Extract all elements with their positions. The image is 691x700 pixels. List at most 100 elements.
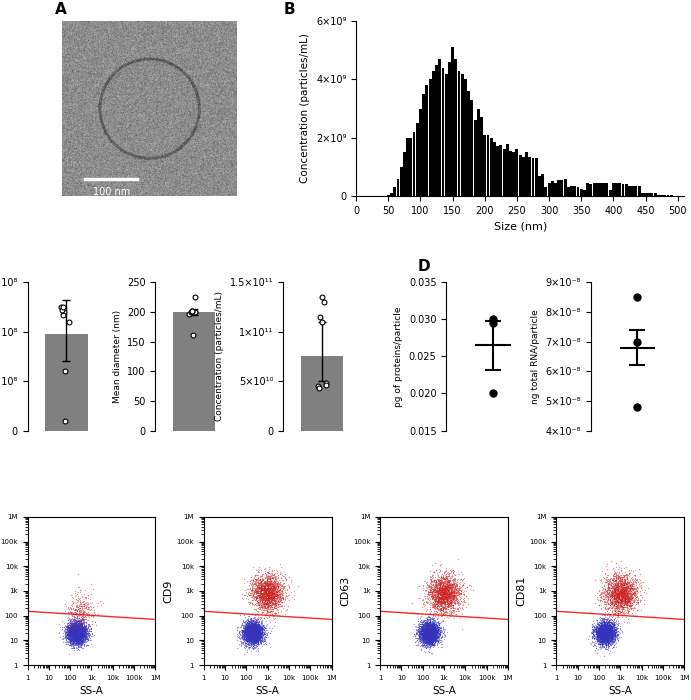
Point	[259, 584, 270, 595]
Point	[263, 591, 274, 602]
Point	[255, 629, 266, 640]
Point	[433, 578, 444, 589]
Point	[611, 595, 622, 606]
Point	[422, 629, 433, 641]
Point	[587, 630, 598, 641]
Point	[251, 625, 262, 636]
Point	[246, 630, 257, 641]
Point	[443, 592, 454, 603]
Point	[247, 623, 258, 634]
Point	[612, 583, 623, 594]
Point	[86, 619, 97, 630]
Point	[243, 626, 254, 638]
Point	[608, 595, 619, 606]
Point	[604, 632, 615, 643]
Point	[431, 622, 442, 633]
Point	[424, 631, 435, 642]
Point	[248, 639, 259, 650]
Point	[601, 643, 612, 655]
Point	[633, 598, 644, 609]
Point	[430, 625, 441, 636]
Point	[605, 576, 616, 587]
Point	[247, 631, 258, 642]
Point	[602, 582, 613, 594]
Point	[249, 631, 261, 642]
Point	[601, 630, 612, 641]
Point	[428, 634, 439, 645]
Point	[603, 620, 614, 631]
Point	[613, 601, 624, 612]
Point	[59, 598, 70, 610]
Point	[236, 625, 247, 636]
Point	[73, 629, 84, 641]
Point	[70, 629, 82, 641]
Point	[267, 606, 278, 617]
Point	[623, 582, 634, 593]
Point	[596, 629, 607, 640]
Point	[602, 588, 613, 599]
Point	[598, 629, 609, 641]
Point	[254, 590, 265, 601]
Point	[75, 608, 86, 619]
Point	[419, 625, 430, 636]
Point	[435, 624, 446, 636]
Point	[258, 634, 269, 645]
Point	[435, 577, 446, 588]
Point	[605, 584, 616, 596]
Point	[624, 577, 635, 588]
Point	[70, 585, 81, 596]
Point	[600, 632, 611, 643]
Point	[622, 596, 633, 607]
Point	[255, 625, 266, 636]
Point	[70, 634, 81, 645]
Point	[603, 626, 614, 638]
Point	[254, 621, 265, 632]
Point	[67, 620, 78, 631]
Point	[601, 628, 612, 639]
Point	[438, 582, 449, 594]
Point	[260, 587, 271, 598]
Point	[267, 578, 278, 589]
Point	[413, 629, 424, 641]
Point	[605, 631, 616, 642]
Point	[267, 597, 278, 608]
Point	[417, 627, 428, 638]
Point	[602, 643, 613, 655]
Point	[62, 608, 73, 619]
Point	[261, 627, 272, 638]
Point	[258, 629, 269, 640]
Point	[252, 619, 263, 630]
Point	[600, 575, 612, 586]
Point	[413, 629, 424, 640]
Point	[428, 584, 439, 595]
Point	[68, 620, 79, 631]
Point	[270, 602, 281, 613]
Point	[245, 628, 256, 639]
Point	[426, 638, 437, 650]
Point	[604, 626, 615, 638]
Point	[419, 626, 430, 637]
Point	[252, 598, 263, 610]
Point	[254, 620, 265, 631]
Point	[419, 636, 430, 648]
Point	[596, 636, 607, 647]
Point	[252, 631, 263, 643]
Point	[620, 566, 631, 578]
Point	[433, 594, 444, 606]
Point	[613, 580, 624, 592]
Point	[246, 594, 257, 606]
Point	[604, 617, 615, 628]
Point	[606, 625, 617, 636]
Point	[615, 593, 626, 604]
Point	[75, 636, 86, 648]
Point	[437, 594, 448, 606]
Point	[251, 585, 262, 596]
Point	[599, 630, 610, 641]
Point	[442, 588, 453, 599]
Point	[602, 597, 613, 608]
Point	[70, 626, 81, 638]
Point	[77, 611, 88, 622]
Point	[248, 630, 259, 641]
Point	[600, 624, 611, 635]
Point	[603, 622, 614, 633]
